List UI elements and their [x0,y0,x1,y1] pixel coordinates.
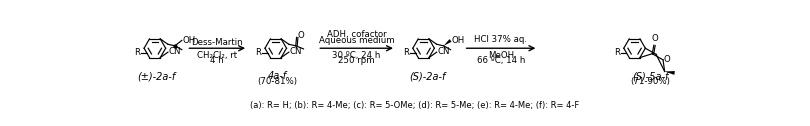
Text: (70-81%): (70-81%) [258,77,297,86]
Text: 4 h: 4 h [211,56,224,65]
Text: 4a-f: 4a-f [268,71,287,81]
Text: OH: OH [451,36,465,45]
Text: 66 ºC, 14 h: 66 ºC, 14 h [477,56,525,65]
Text: (a): R= H; (b): R= 4-Me; (c): R= 5-OMe; (d): R= 5-Me; (e): R= 4-Me; (f): R= 4-F: (a): R= H; (b): R= 4-Me; (c): R= 5-OMe; … [250,101,580,110]
Text: CN: CN [168,47,181,56]
Text: (S)-2a-f: (S)-2a-f [409,71,446,81]
Text: CH₂Cl₂, rt: CH₂Cl₂, rt [197,51,237,60]
Text: (S)-5a-f: (S)-5a-f [632,71,668,81]
Text: R: R [255,48,262,57]
Text: (71-90%): (71-90%) [630,77,670,86]
Text: R: R [403,48,409,57]
Text: O: O [664,55,671,64]
Text: O: O [651,34,658,43]
Text: R: R [614,48,620,57]
Text: O: O [297,31,304,40]
Polygon shape [664,71,675,75]
Text: MeOH: MeOH [488,51,514,60]
Polygon shape [444,39,452,46]
Text: CN: CN [437,47,450,56]
Text: OH: OH [182,36,196,45]
Text: 250 rpm: 250 rpm [339,56,375,65]
Text: CN: CN [290,47,302,56]
Text: (±)-2a-f: (±)-2a-f [137,71,176,81]
Text: R: R [134,48,141,57]
Text: ADH, cofactor: ADH, cofactor [326,30,386,39]
Text: Aqueous medium: Aqueous medium [319,36,394,45]
Text: 30 ºC, 24 h: 30 ºC, 24 h [332,51,381,60]
Text: Dess-Martin: Dess-Martin [191,38,243,47]
Text: HCl 37% aq.: HCl 37% aq. [475,35,527,44]
